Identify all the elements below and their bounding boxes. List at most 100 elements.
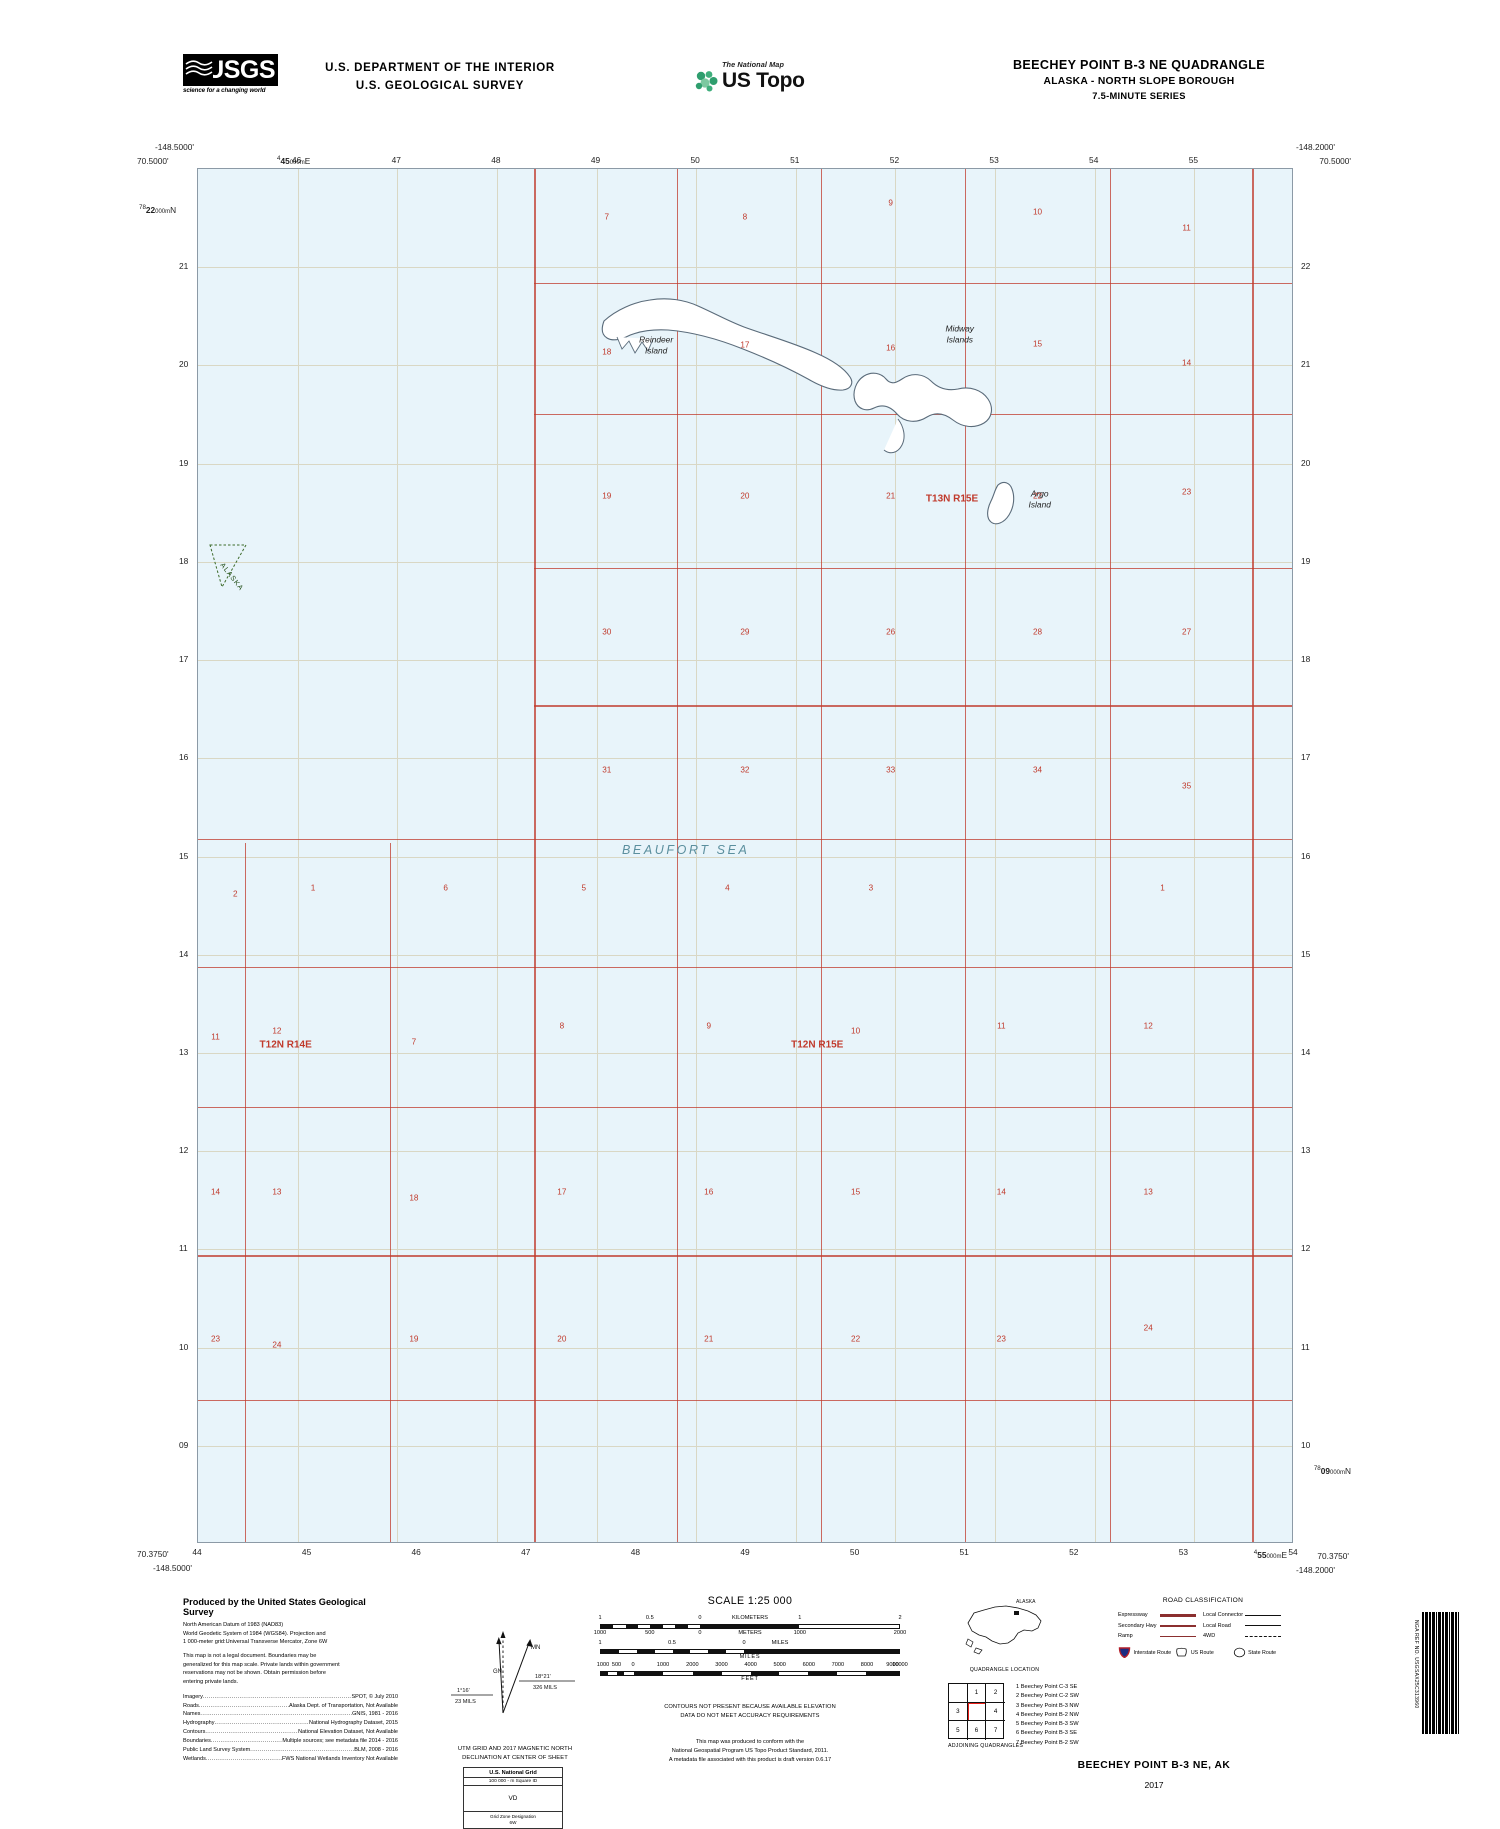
plss-section-number: 30	[602, 628, 611, 637]
credits-source-value: GNIS, 1981 - 2016	[352, 1710, 398, 1719]
us-topo-logo: The National Map US Topo	[695, 60, 815, 93]
us-route-shield-icon	[1175, 1647, 1188, 1660]
adjoining-quad-cell[interactable]: 2	[986, 1684, 1005, 1703]
plss-section-number: 14	[211, 1188, 220, 1197]
barcode-bar	[1430, 1612, 1431, 1734]
grid-tick-label: 53	[1179, 1547, 1188, 1557]
plss-section-number: 13	[1144, 1188, 1153, 1197]
credits-line: 1 000-meter grid:Universal Transverse Me…	[183, 1638, 398, 1647]
credits-source-dots: ........................................…	[211, 1737, 283, 1746]
utm-northing-label-right: 7809000mN	[1314, 1465, 1351, 1476]
road-class-row: Local Road	[1203, 1621, 1281, 1632]
road-class-label: Expressway	[1118, 1612, 1148, 1618]
grid-tick-label: 12	[179, 1145, 188, 1155]
adjoining-quadrangles-caption: ADJOINING QUADRANGLES	[948, 1743, 1023, 1749]
contour-note: CONTOURS NOT PRESENT BECAUSE AVAILABLE E…	[595, 1703, 905, 1721]
contour-note-line-2: DATA DO NOT MEET ACCURACY REQUIREMENTS	[595, 1712, 905, 1721]
declination-arrows-icon: GN MN 1°16' 23 MILS 18°21' 326 MILS	[443, 1595, 583, 1745]
credits-source-dots: ........................................…	[250, 1746, 354, 1755]
adjoining-quad-name: 1 Beechey Point C-3 SE	[1016, 1683, 1079, 1692]
plss-section-number: 15	[851, 1188, 860, 1197]
credits-source-key: Boundaries	[183, 1737, 211, 1746]
plss-section-number: 16	[886, 343, 895, 352]
corner-nw-latitude: 70.5000'	[137, 156, 169, 166]
road-class-sample-line	[1245, 1636, 1281, 1637]
scale-ft-tick: 1000	[597, 1662, 609, 1668]
plss-section-number: 4	[725, 884, 730, 893]
plss-section-number: 15	[1033, 339, 1042, 348]
grid-tick-label: 49	[740, 1547, 749, 1557]
township-range-label: T13N R15E	[926, 494, 978, 505]
usgs-tagline: science for a changing world	[183, 87, 278, 94]
usng-box: U.S. National Grid 100 000 - m Square ID…	[463, 1767, 563, 1829]
adjoining-quad-cell[interactable]: 3	[949, 1703, 968, 1722]
plss-section-number: 28	[1033, 628, 1042, 637]
road-class-row: 4WD	[1203, 1631, 1281, 1642]
barcode-bar	[1427, 1612, 1428, 1734]
plss-section-number: 34	[1033, 765, 1042, 774]
credits-source-row: Contours................................…	[183, 1728, 398, 1737]
credits-title: Produced by the United States Geological…	[183, 1597, 398, 1617]
barcode-bar	[1453, 1612, 1454, 1734]
us-topo-text: US Topo	[722, 69, 805, 93]
map-header: USGS science for a changing world U.S. D…	[0, 0, 1500, 120]
svg-text:326 MILS: 326 MILS	[533, 1685, 557, 1691]
alaska-inset-on-map: ALASKA	[206, 539, 254, 599]
grid-tick-label: 12	[1301, 1243, 1310, 1253]
grid-tick-label: 09	[179, 1440, 188, 1450]
grid-tick-label: 14	[179, 949, 188, 959]
adjoining-quad-cell[interactable]: 5	[949, 1721, 968, 1740]
plss-section-number: 8	[743, 213, 748, 222]
credits-datum-paragraph: North American Datum of 1983 (NAD83)Worl…	[183, 1621, 398, 1647]
barcode-bar	[1456, 1612, 1457, 1734]
adjoining-quad-cell[interactable]: 6	[968, 1721, 987, 1740]
plss-section-number: 26	[886, 628, 895, 637]
current-quad-cell[interactable]	[949, 1684, 968, 1703]
scale-feet-caption: FEET	[600, 1676, 900, 1682]
adjoining-quad-cell[interactable]: 1	[968, 1684, 987, 1703]
adjoining-quad-name: 7 Beechey Point B-2 SW	[1016, 1739, 1079, 1748]
barcode-bar	[1447, 1612, 1448, 1734]
grid-tick-label: 55	[1189, 155, 1198, 165]
credits-source-row: Hydrography.............................…	[183, 1719, 398, 1728]
scale-ft-tick: 3000	[715, 1662, 727, 1668]
credits-source-key: Contours	[183, 1728, 205, 1737]
plss-section-number: 33	[886, 765, 895, 774]
credits-line: North American Datum of 1983 (NAD83)	[183, 1621, 398, 1630]
scale-ft-tick: 8000	[861, 1662, 873, 1668]
plss-section-number: 11	[1182, 224, 1191, 233]
usng-subtitle: 100 000 - m Square ID	[464, 1778, 562, 1786]
road-class-label: 4WD	[1203, 1633, 1215, 1639]
utm-easting-label-bottom: 455000mE	[1254, 1549, 1287, 1560]
road-class-sample-line	[1245, 1625, 1281, 1626]
grid-tick-label: 47	[521, 1547, 530, 1557]
scale-m-tick: 1000	[794, 1630, 806, 1636]
grid-tick-label: 46	[292, 155, 301, 165]
township-range-label: T12N R15E	[791, 1039, 843, 1050]
credits-source-dots: ........................................…	[199, 1702, 289, 1711]
plss-section-number: 17	[740, 341, 749, 350]
credits-line: This map is not a legal document. Bounda…	[183, 1652, 398, 1661]
road-class-row: Local Connector	[1203, 1610, 1281, 1621]
usgs-logo: USGS science for a changing world	[183, 54, 278, 94]
map-area[interactable]: 70.5000' -148.5000' 70.5000' -148.2000' …	[197, 168, 1293, 1543]
grid-tick-label: 10	[1301, 1440, 1310, 1450]
credits-source-dots: ........................................…	[215, 1719, 310, 1728]
credits-source-row: Wetlands................................…	[183, 1755, 398, 1764]
svg-text:GN: GN	[493, 1669, 502, 1675]
adjoining-quad-cell[interactable]: 4	[986, 1703, 1005, 1722]
plss-section-number: 18	[409, 1193, 418, 1202]
credits-source-row: Boundaries..............................…	[183, 1737, 398, 1746]
grid-tick-label: 21	[1301, 359, 1310, 369]
scale-ft-tick: 2000	[686, 1662, 698, 1668]
adjoining-quad-cell[interactable]: 7	[986, 1721, 1005, 1740]
plss-section-number: 23	[211, 1335, 220, 1344]
current-quad-cell[interactable]	[968, 1703, 987, 1722]
usgs-wordmark-text: USGS	[206, 58, 275, 83]
grid-tick-label: 53	[989, 155, 998, 165]
